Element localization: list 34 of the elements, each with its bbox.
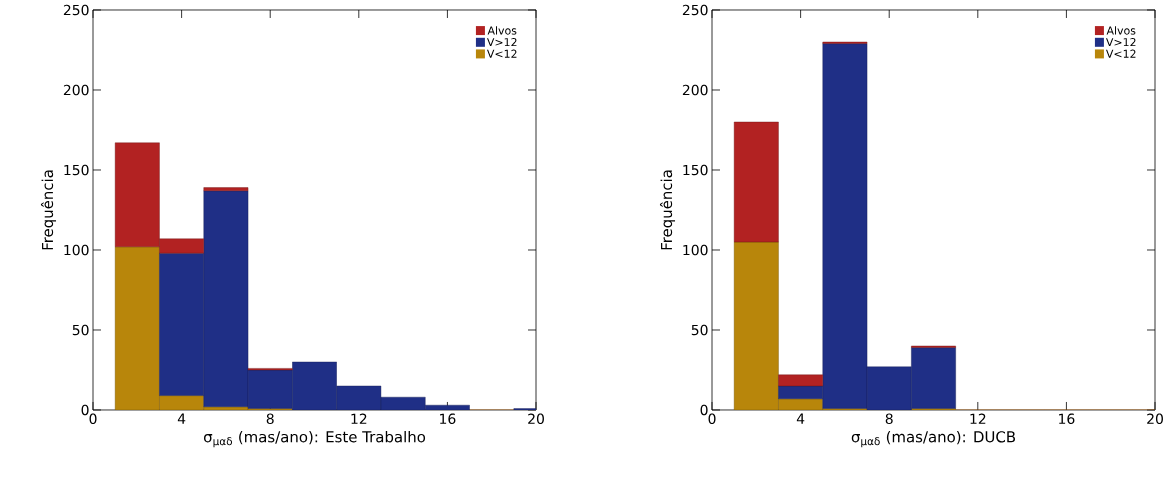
legend-label: V>12 — [1106, 37, 1136, 47]
y-tick-label: 50 — [72, 324, 89, 336]
y-tick-label: 150 — [64, 164, 89, 176]
legend-label: V<12 — [1106, 49, 1136, 58]
x-tick-label: 20 — [1147, 413, 1163, 425]
x-tick-label: 16 — [440, 413, 456, 425]
y-tick-label: 50 — [691, 324, 708, 336]
y-tick-label: 200 — [682, 84, 708, 96]
x-tick-label: 16 — [1059, 413, 1075, 425]
legend-label: Alvos — [1106, 26, 1136, 35]
x-tick-label: 8 — [885, 413, 893, 425]
y-tick-label: 0 — [700, 404, 708, 416]
y-tick-label: 100 — [64, 244, 89, 256]
y-tick-label: 100 — [683, 244, 708, 256]
x-tick-label: 20 — [528, 413, 544, 425]
x-tick-label: 4 — [796, 413, 805, 424]
legend-label: V<12 — [486, 49, 517, 58]
x-axis-title: σ$_{μαδ}$ (mas/ano): Este Trabalho — [204, 430, 426, 448]
y-tick-label: 250 — [682, 4, 708, 16]
x-tick-label: 4 — [177, 413, 186, 424]
x-axis-title: σ$_{μαδ}$ (mas/ano): DUCB — [851, 430, 1016, 448]
y-tick-label: 200 — [63, 84, 89, 96]
y-tick-label: 0 — [81, 404, 89, 416]
y-tick-label: 150 — [683, 164, 708, 176]
y-axis-title: Frequência — [659, 170, 676, 250]
x-tick-label: 0 — [89, 413, 97, 425]
legend-label: Alvos — [487, 26, 517, 35]
x-tick-label: 12 — [351, 413, 367, 424]
y-axis-title: Frequência — [40, 170, 57, 250]
x-tick-label: 8 — [266, 413, 274, 425]
y-tick-label: 250 — [63, 4, 89, 16]
x-tick-label: 12 — [970, 413, 986, 424]
x-tick-label: 0 — [708, 413, 716, 425]
legend-label: V>12 — [486, 37, 517, 47]
